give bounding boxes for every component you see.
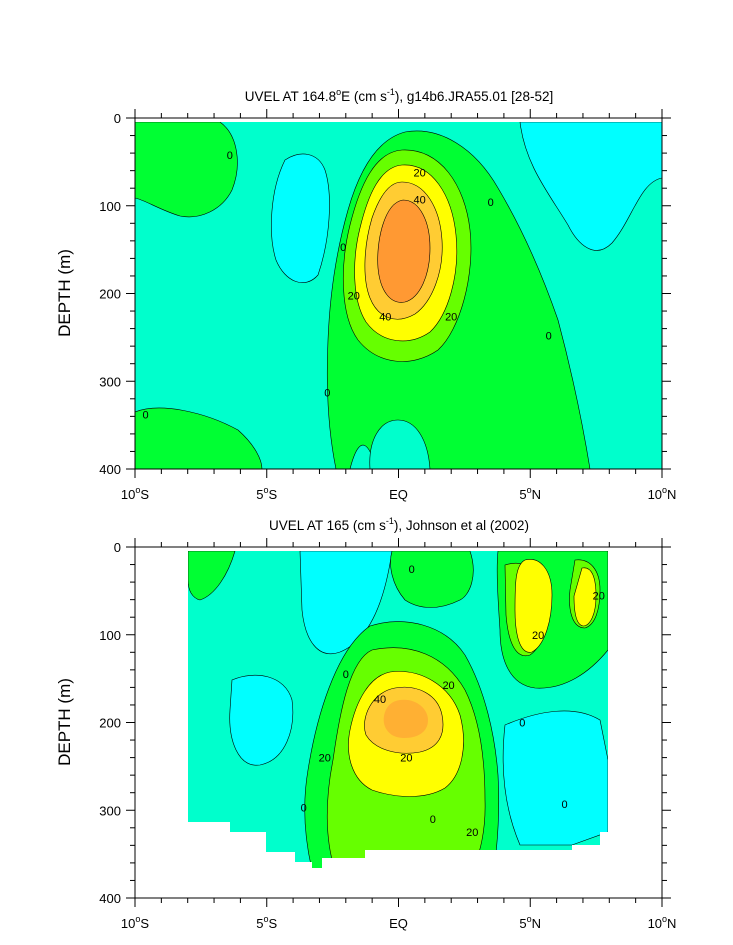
contour-label: 20 — [413, 167, 425, 179]
x-tick-label: 5oN — [519, 914, 541, 931]
x-tick-label: 5oN — [519, 485, 541, 502]
contour-label: 0 — [488, 197, 494, 209]
y-tick-label: 200 — [99, 287, 121, 302]
y-tick-label: 0 — [114, 540, 121, 555]
band-10-20-southwest — [135, 407, 263, 469]
panel1-title: UVEL AT 164.8oE (cm s-1), g14b6.JRA55.01… — [245, 87, 553, 104]
contour-label: 0 — [546, 331, 552, 343]
contour-label: 40 — [413, 195, 425, 207]
y-tick-label: 100 — [99, 199, 121, 214]
band-core — [383, 699, 428, 738]
contour-label: 20 — [532, 630, 544, 642]
band-10-20-north — [390, 551, 474, 608]
x-tick-label: 5oS — [256, 485, 277, 502]
panel2-ylabel: DEPTH (m) — [55, 678, 74, 766]
contour-label: 20 — [319, 753, 331, 765]
contour-label: 20 — [445, 311, 457, 323]
negative-region-northeast — [519, 121, 662, 251]
band-0-10-south-notch — [369, 419, 431, 469]
negative-region-north — [299, 551, 393, 654]
contour-label: 20 — [348, 290, 360, 302]
contour-label: 0 — [227, 150, 233, 162]
contour-label: 40 — [374, 694, 386, 706]
band-10-20-west — [188, 551, 236, 601]
band-50-plus-core — [377, 199, 431, 303]
panel2-contour-labels: 0 0 0 0 0 0 40 20 20 20 20 20 20 — [301, 564, 605, 839]
band-10-20-west — [135, 121, 238, 218]
contour-label: 20 — [400, 753, 412, 765]
contour-label: 0 — [343, 669, 349, 681]
y-tick-label: 400 — [99, 462, 121, 477]
contour-label: 0 — [409, 564, 415, 576]
y-tick-label: 300 — [99, 374, 121, 389]
band-30-40-northeast — [514, 559, 553, 653]
contour-label: 20 — [466, 827, 478, 839]
panel2-title: UVEL AT 165 (cm s-1), Johnson et al (200… — [269, 516, 529, 533]
contour-label: 20 — [593, 590, 605, 602]
y-tick-label: 200 — [99, 716, 121, 731]
y-tick-label: 400 — [99, 891, 121, 906]
negative-region-west — [229, 674, 294, 766]
panel-model: UVEL AT 164.8oE (cm s-1), g14b6.JRA55.01… — [55, 87, 676, 502]
panel2-contour-field: 0 0 0 0 0 0 40 20 20 20 20 20 20 — [188, 551, 608, 868]
contour-label: 0 — [340, 242, 346, 254]
panel-observed: UVEL AT 165 (cm s-1), Johnson et al (200… — [55, 516, 676, 931]
contour-label: 40 — [379, 311, 391, 323]
contour-label: 0 — [142, 410, 148, 422]
panel1-contour-labels: 0 0 0 0 0 0 20 40 20 40 20 — [142, 150, 551, 422]
x-tick-label: EQ — [389, 487, 408, 502]
negative-region-west — [271, 153, 330, 283]
contour-label: 0 — [324, 388, 330, 400]
negative-region-southeast — [502, 710, 608, 846]
x-tick-label: 10oS — [121, 914, 149, 931]
x-tick-label: 10oS — [121, 485, 149, 502]
panel1-ylabel: DEPTH (m) — [55, 249, 74, 337]
contour-label: 0 — [301, 803, 307, 815]
x-tick-label: 10oN — [648, 485, 677, 502]
surface-gap — [135, 118, 662, 122]
observed-data-area — [188, 551, 608, 868]
contour-label: 20 — [442, 680, 454, 692]
y-tick-label: 0 — [114, 111, 121, 126]
x-tick-label: 10oN — [648, 914, 677, 931]
contour-label: 0 — [561, 799, 567, 811]
panel1-contour-field: 0 0 0 0 0 0 20 40 20 40 20 — [135, 118, 662, 469]
y-tick-label: 300 — [99, 803, 121, 818]
contour-label: 0 — [430, 814, 436, 826]
x-tick-label: EQ — [389, 916, 408, 931]
contour-label: 0 — [519, 718, 525, 730]
x-tick-label: 5oS — [256, 914, 277, 931]
y-tick-label: 100 — [99, 628, 121, 643]
band-30-40-east — [573, 567, 597, 627]
